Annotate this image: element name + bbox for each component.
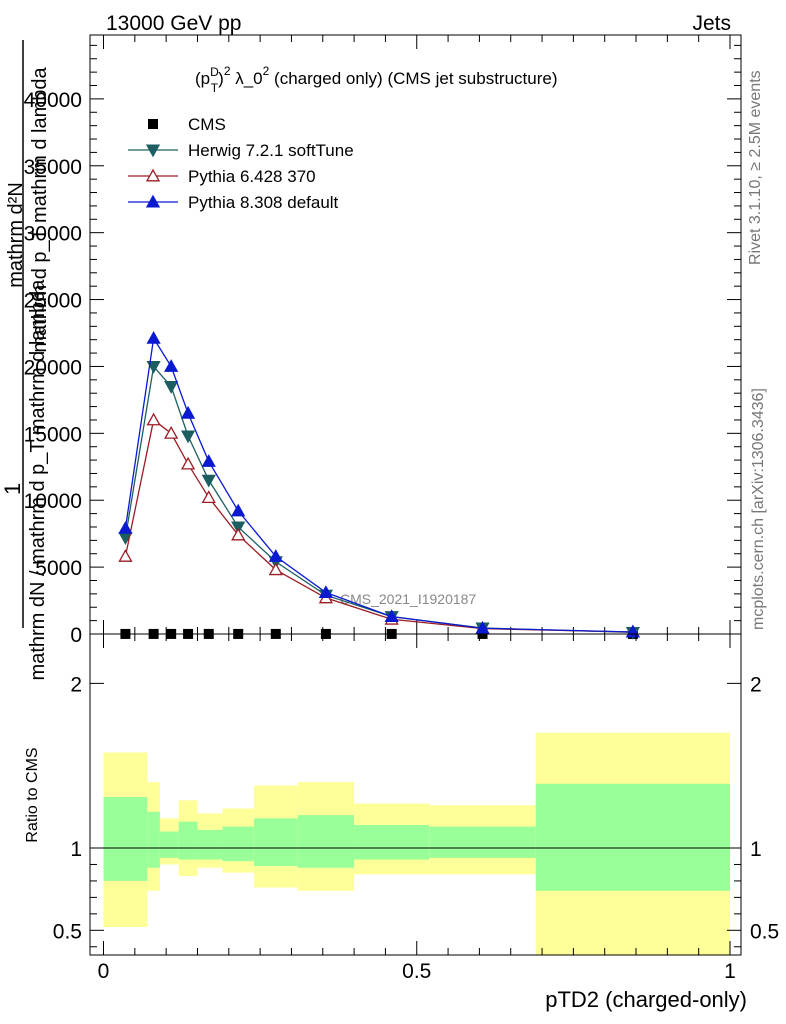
data-point: [201, 490, 216, 503]
legend-item: Pythia 6.428 370: [128, 167, 316, 186]
data-point: [201, 454, 216, 467]
legend-item: CMS: [148, 115, 226, 134]
data-point: [201, 474, 216, 488]
energy-label: 13000 GeV pp: [106, 12, 241, 35]
y-tick-label: 30000: [24, 223, 82, 246]
main-panel: 0 5000 10000 15000 20000 25000 30000 35000 40000…: [0, 34, 742, 681]
data-point: [180, 456, 196, 470]
uncertainty-band-inner: [159, 831, 179, 858]
uncertainty-band-inner: [253, 818, 298, 867]
data-point: [231, 503, 246, 517]
uncertainty-band-inner: [103, 796, 148, 881]
legend-label: Pythia 8.308 default: [188, 193, 339, 212]
ratio-y-tick-label: 2: [70, 673, 82, 696]
legend-marker: [145, 168, 161, 182]
ratio-ticks: 0 0.5 1 0.5 0.5 1 1 2 2: [53, 634, 779, 983]
y-axis-label-top2: mathrm d p_T mathrm d lambda: [29, 66, 51, 352]
data-point: [164, 425, 179, 439]
data-point: [318, 585, 334, 598]
uncertainty-band-inner: [297, 815, 355, 868]
x-axis-label: pTD2 (charged-only): [545, 987, 747, 1012]
data-point: [164, 359, 179, 372]
data-point: [231, 527, 246, 541]
y-tick-label: 10000: [24, 490, 82, 513]
ratio-frame: [89, 633, 742, 956]
y-tick-label: 35000: [24, 156, 82, 179]
legend-label: Pythia 6.428 370: [188, 167, 316, 186]
uncertainty-band-inner: [354, 824, 430, 860]
rivet-label: Rivet 3.1.10, ≥ 2.5M events: [747, 70, 764, 265]
data-point: [180, 430, 196, 444]
mcplots-label: mcplots.cern.ch [arXiv:1306.3436]: [750, 388, 767, 630]
y-tick-label: 40000: [24, 89, 82, 112]
legend-label: CMS: [188, 115, 226, 134]
data-point: [384, 609, 399, 623]
uncertainty-band-inner: [147, 811, 160, 868]
legend-marker: [145, 194, 161, 208]
y-axis-label-denominator: mathrm dN / mathrm d p_T mathrm d lambda: [27, 279, 49, 681]
y-tick-label: 15000: [24, 423, 82, 446]
main-y-tick-labels: 0 5000 10000 15000 20000 25000 30000 35000 40000: [24, 89, 82, 647]
legend-marker: [145, 144, 161, 158]
ratio-y-tick-label: 0.5: [53, 920, 82, 943]
y-axis-label-numerator: 1: [0, 483, 25, 495]
ratio-y-axis-label: Ratio to CMS: [24, 747, 41, 842]
data-point: [146, 412, 161, 426]
uncertainty-band-inner: [429, 826, 536, 858]
data-point: [475, 620, 490, 634]
chart-title: (pD T)2 λ_02 (charged only) (CMS jet subs…: [195, 64, 557, 95]
data-point: [118, 520, 133, 534]
data-point: [268, 549, 283, 562]
data-point: [231, 521, 246, 535]
x-tick-label: 0: [98, 960, 110, 983]
category-label: Jets: [692, 12, 731, 35]
ratio-y-tick-label: 1: [70, 838, 82, 861]
y-tick-label: 20000: [24, 356, 82, 379]
x-tick-label: 1: [724, 960, 736, 983]
ratio-panel: 0 0.5 1 0.5 0.5 1 1 2 2 Ratio to CMS pTD2 (charg…: [24, 633, 779, 1012]
data-point: [164, 381, 179, 394]
data-point: [118, 549, 133, 562]
legend-item: Pythia 8.308 default: [128, 193, 339, 212]
series-pythia-8-308-default: [118, 331, 640, 638]
y-tick-label: 25000: [24, 290, 82, 313]
data-point: [268, 562, 283, 576]
y-tick-label: 0: [70, 624, 82, 647]
analysis-watermark: CMS_2021_I1920187: [340, 591, 476, 607]
ratio-bands: [103, 732, 730, 955]
uncertainty-band-inner: [197, 829, 223, 860]
data-point: [146, 331, 161, 344]
legend-label: Herwig 7.2.1 softTune: [188, 141, 354, 160]
ratio-y-tick-label-right: 2: [750, 673, 762, 696]
legend: CMS Herwig 7.2.1 softTune Pythia 6.428 370…: [128, 115, 354, 212]
uncertainty-band-inner: [178, 821, 198, 860]
x-tick-label: 0.5: [402, 960, 431, 983]
ratio-y-tick-label-right: 1: [750, 838, 762, 861]
y-axis-label-top: mathrm d²N: [5, 182, 27, 288]
legend-marker: [148, 119, 158, 129]
uncertainty-band-inner: [535, 783, 730, 891]
y-tick-label: 5000: [35, 557, 82, 580]
ratio-y-tick-label-right: 0.5: [750, 920, 779, 943]
data-point: [146, 360, 161, 374]
legend-item: Herwig 7.2.1 softTune: [128, 141, 354, 160]
data-point: [180, 405, 196, 419]
main-y-ticks: [90, 44, 741, 635]
uncertainty-band-inner: [222, 826, 254, 862]
